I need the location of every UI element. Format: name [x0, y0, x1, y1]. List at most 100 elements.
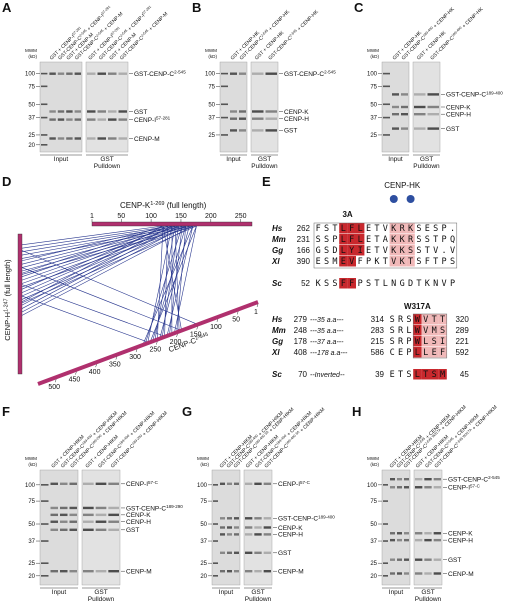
label-part: 57-281: [156, 116, 171, 121]
site-marker: [406, 195, 415, 203]
mw-title: (kD): [200, 462, 209, 467]
c-tick-label: 100: [210, 324, 222, 331]
band-label: GST: [284, 128, 297, 135]
band-label: CENP-M: [126, 569, 152, 576]
label-part: 2-545: [324, 70, 336, 75]
band: [397, 478, 402, 481]
ladder-band: [41, 72, 48, 75]
band: [97, 72, 106, 75]
residue-number: 279: [294, 315, 308, 324]
band: [433, 486, 441, 489]
residue-highlight: [389, 223, 398, 234]
band: [254, 517, 262, 520]
label-part: 189-400: [422, 26, 434, 38]
c-tick: [135, 348, 138, 353]
band-label: CENP-I57-281: [134, 116, 171, 124]
label-part: 2-545: [260, 28, 269, 37]
band: [397, 572, 402, 575]
label-part: GST-CENP-C: [126, 505, 166, 512]
band: [263, 526, 271, 529]
band: [95, 482, 107, 485]
group-pulldown: Pulldown: [251, 163, 278, 170]
band: [108, 110, 117, 113]
gel-pulldown: [250, 61, 279, 153]
label-part: 189-400: [486, 90, 503, 95]
band: [390, 486, 395, 489]
band: [404, 532, 409, 535]
band: [50, 520, 58, 523]
band: [239, 129, 246, 132]
c-tick-label: 50: [232, 316, 240, 323]
label-part: GST: [134, 109, 147, 116]
panel-letter: B: [192, 0, 201, 15]
c-tick-label: 150: [190, 331, 202, 338]
mw-label: 75: [370, 84, 377, 90]
ladder-band: [41, 523, 49, 525]
residue-highlight: [356, 223, 365, 234]
band: [230, 129, 237, 132]
residue-highlight: [398, 278, 407, 289]
band: [83, 506, 94, 510]
band-label: CENP-H: [284, 116, 309, 123]
label-part: CENP-M: [278, 569, 304, 576]
residue-number: 283: [371, 326, 385, 335]
ladder-band: [221, 85, 228, 88]
residue-number: 408: [294, 348, 308, 357]
c-tick: [236, 311, 239, 315]
crosslink: [21, 225, 186, 284]
band: [433, 538, 441, 542]
band: [414, 105, 426, 109]
band: [245, 517, 253, 520]
mw-label: 37: [370, 116, 377, 122]
label-part: GST-CENP-C: [278, 516, 318, 523]
c-tick: [256, 303, 259, 308]
ladder-band: [41, 144, 48, 146]
label-part: CENP-M: [448, 571, 474, 578]
label-part: 57-C: [148, 480, 159, 485]
species: Mm: [272, 235, 286, 244]
label-part: 2-545: [119, 28, 128, 37]
residue-number: 166: [297, 246, 311, 255]
species: Xl: [271, 348, 280, 357]
mw-label: 75: [200, 499, 207, 505]
label-part: 57-C: [470, 483, 481, 488]
label-part: CENP-K: [278, 525, 303, 532]
band: [263, 482, 271, 485]
mw-label: 50: [28, 102, 35, 108]
band: [49, 110, 56, 113]
ladder-band: [383, 523, 388, 525]
band: [263, 551, 271, 554]
band: [234, 533, 239, 536]
band: [401, 105, 408, 109]
residue-number: 178: [294, 337, 308, 346]
label-part: GST-CENP-C: [448, 477, 488, 484]
band: [118, 137, 127, 140]
band: [60, 570, 68, 573]
band: [433, 572, 441, 575]
band-label: GST-CENP-C2-545: [284, 70, 336, 78]
band-label: CENP-K: [446, 104, 471, 111]
band: [245, 551, 253, 554]
species: Hs: [272, 224, 283, 233]
ladder-band: [41, 134, 48, 136]
c-tick: [196, 326, 198, 330]
group-pulldown: GST: [100, 156, 113, 163]
ladder-band: [41, 85, 48, 88]
residue-highlight: [430, 336, 439, 347]
band: [401, 93, 408, 96]
crosslink: [21, 225, 164, 246]
mw-label: 50: [208, 102, 215, 108]
band: [69, 528, 77, 531]
band: [390, 532, 395, 535]
ladder-band: [41, 540, 49, 542]
band-label: CENP-H: [446, 112, 471, 119]
band-label: GST-CENP-C189-400: [278, 514, 335, 522]
crosslink: [21, 225, 194, 316]
group-input: Input: [388, 156, 403, 163]
band: [95, 520, 107, 523]
band: [254, 551, 262, 554]
alignment-box: [313, 222, 458, 269]
residue-highlight: [438, 347, 447, 358]
group-pulldown: GST: [421, 589, 434, 596]
mw-label: 100: [25, 72, 36, 78]
